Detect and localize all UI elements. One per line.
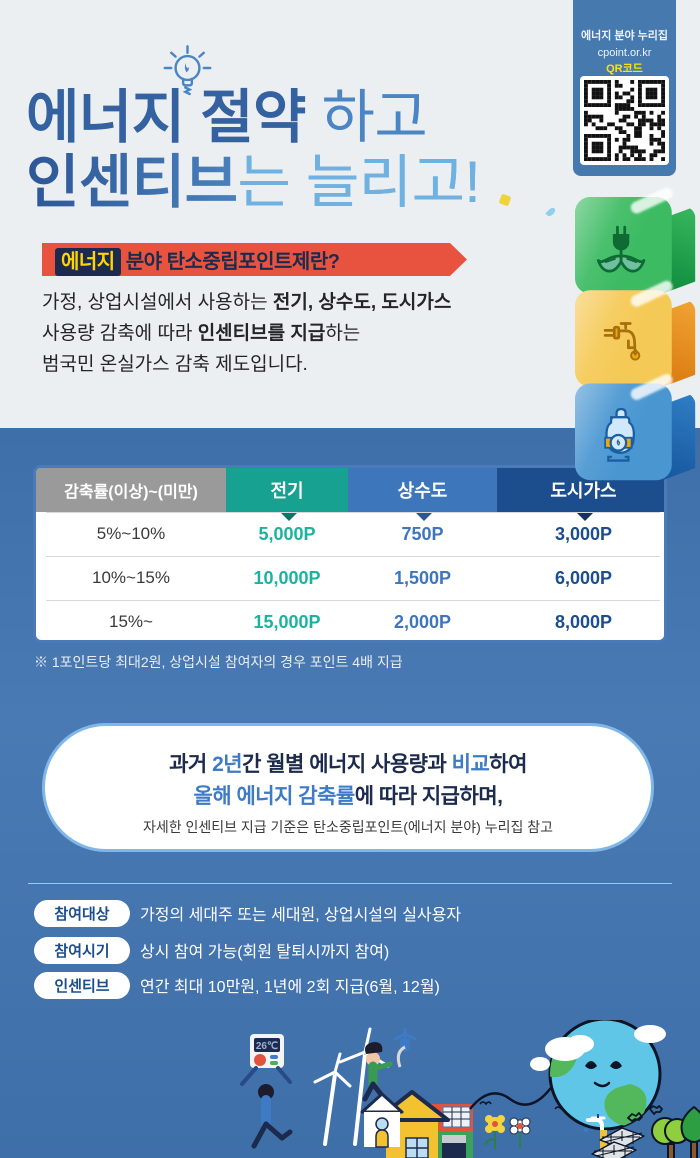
svg-text:26℃: 26℃ — [256, 1041, 278, 1052]
